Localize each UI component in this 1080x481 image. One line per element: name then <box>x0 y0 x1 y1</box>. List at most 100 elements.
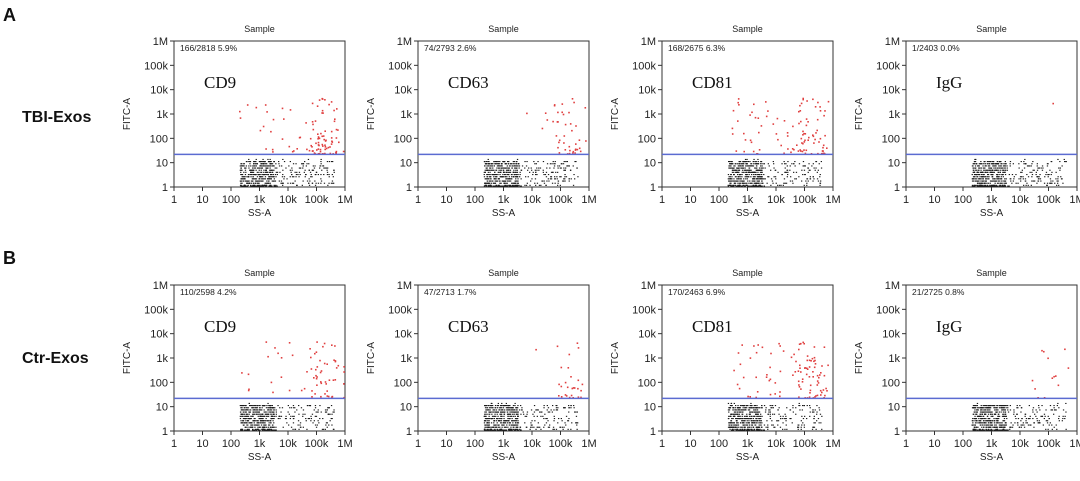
negative-event <box>252 420 254 422</box>
negative-event <box>736 171 738 173</box>
y-tick-label: 100k <box>632 304 656 316</box>
negative-event <box>785 420 787 422</box>
negative-event <box>261 174 263 176</box>
negative-event <box>533 411 536 413</box>
marker-label: IgG <box>936 317 962 336</box>
negative-event <box>267 415 270 417</box>
negative-event <box>496 185 498 187</box>
negative-event <box>1057 176 1059 178</box>
positive-event <box>819 106 821 108</box>
negative-event <box>1029 424 1031 426</box>
negative-event <box>272 180 275 182</box>
positive-event <box>825 387 827 390</box>
negative-event <box>262 180 264 182</box>
negative-event <box>273 184 275 186</box>
negative-event <box>749 413 751 415</box>
negative-event <box>563 407 565 409</box>
negative-event <box>505 167 507 169</box>
negative-event <box>760 167 762 169</box>
negative-event <box>979 163 981 165</box>
negative-event <box>978 169 980 171</box>
negative-event <box>730 420 733 422</box>
negative-event <box>298 176 300 178</box>
negative-event <box>732 407 734 409</box>
negative-event <box>773 426 775 428</box>
positive-event <box>798 396 800 398</box>
negative-event <box>320 165 322 167</box>
positive-event <box>755 396 757 399</box>
negative-event <box>1039 178 1042 180</box>
negative-event <box>267 428 269 430</box>
negative-event <box>484 411 486 413</box>
negative-event <box>489 184 492 186</box>
positive-event <box>323 342 326 345</box>
positive-event <box>338 141 340 144</box>
negative-event <box>243 171 245 173</box>
negative-event <box>299 422 302 424</box>
negative-event <box>738 411 741 413</box>
negative-event <box>536 409 538 411</box>
negative-event <box>484 426 486 428</box>
negative-event <box>728 161 730 163</box>
negative-event <box>1001 174 1003 176</box>
negative-event <box>789 169 791 171</box>
negative-event <box>498 418 500 420</box>
positive-event <box>314 352 316 355</box>
negative-event <box>248 165 250 167</box>
negative-event <box>500 167 502 169</box>
negative-event <box>505 429 508 431</box>
negative-event <box>245 180 247 182</box>
negative-event <box>983 185 985 187</box>
negative-event <box>252 182 254 184</box>
negative-event <box>976 171 979 173</box>
positive-event <box>319 148 322 151</box>
negative-event <box>1020 161 1022 163</box>
negative-event <box>298 428 300 430</box>
negative-event <box>996 167 998 169</box>
negative-event <box>979 167 981 169</box>
negative-event <box>1033 426 1035 428</box>
negative-event <box>816 171 818 173</box>
negative-event <box>296 171 298 173</box>
negative-event <box>746 420 748 422</box>
negative-event <box>975 428 977 430</box>
negative-event <box>520 429 522 431</box>
negative-event <box>485 405 488 407</box>
negative-event <box>500 428 502 430</box>
positive-event <box>322 145 324 147</box>
negative-event <box>270 422 272 424</box>
negative-event <box>503 182 505 184</box>
negative-event <box>802 161 805 163</box>
negative-event <box>762 178 764 180</box>
negative-event <box>787 174 789 176</box>
negative-event <box>259 184 261 186</box>
positive-event <box>546 119 549 121</box>
negative-event <box>562 163 565 165</box>
positive-event <box>824 394 826 397</box>
negative-event <box>521 409 523 411</box>
negative-event <box>488 161 490 163</box>
negative-event <box>498 420 500 422</box>
negative-event <box>761 178 763 180</box>
negative-event <box>266 426 268 428</box>
negative-event <box>755 167 757 169</box>
negative-event <box>516 428 519 430</box>
negative-event <box>751 429 753 431</box>
positive-event <box>774 393 776 395</box>
negative-event <box>511 428 513 430</box>
negative-event <box>534 178 537 180</box>
negative-event <box>753 429 755 431</box>
negative-event <box>490 178 492 180</box>
negative-event <box>550 171 553 173</box>
positive-event <box>755 351 758 354</box>
negative-event <box>742 184 744 186</box>
marker-label: CD81 <box>692 73 733 92</box>
positive-event <box>322 135 325 137</box>
negative-event <box>248 158 250 160</box>
negative-event <box>489 182 491 184</box>
negative-event <box>501 407 503 409</box>
positive-event <box>564 123 567 126</box>
negative-event <box>1011 174 1014 176</box>
negative-event <box>515 169 517 171</box>
negative-event <box>275 415 277 417</box>
